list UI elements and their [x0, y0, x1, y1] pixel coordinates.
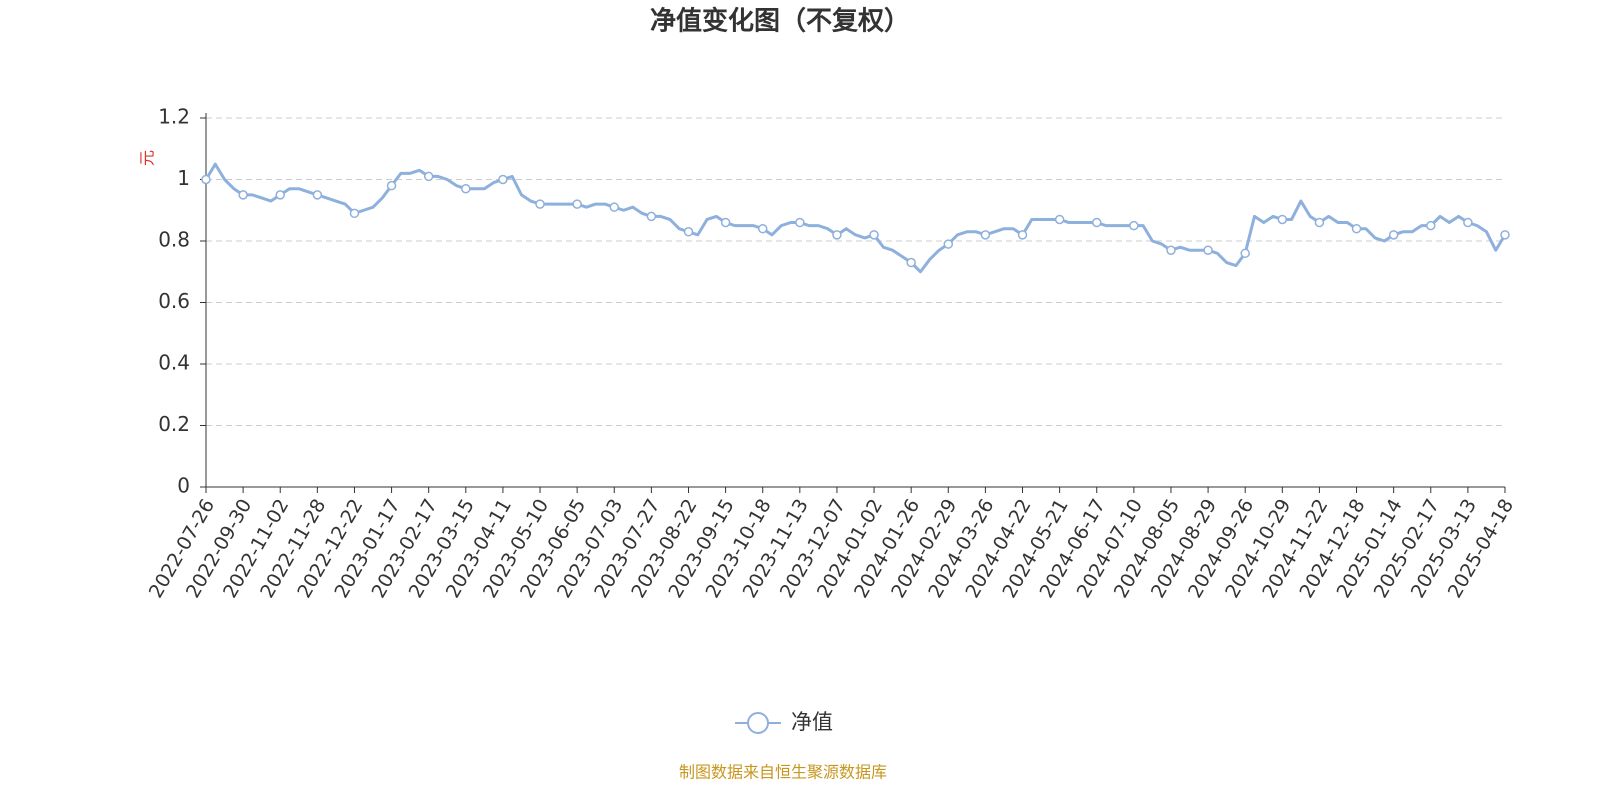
y-tick-label: 1.2 [158, 105, 190, 129]
series-line [204, 162, 1507, 274]
data-point [832, 230, 842, 240]
data-point [1240, 248, 1250, 259]
data-point [201, 174, 211, 185]
data-point [757, 223, 768, 234]
data-point [1314, 217, 1325, 228]
y-tick-label: 0.8 [158, 228, 190, 252]
data-point [572, 199, 582, 209]
legend-symbol [747, 712, 769, 734]
data-point [1463, 217, 1473, 228]
data-point [1166, 245, 1176, 255]
data-point [1129, 220, 1139, 231]
y-tick-label: 0.4 [158, 351, 190, 375]
data-point [683, 227, 694, 237]
legend-label: 净值 [791, 710, 833, 734]
y-tick-label: 1 [177, 166, 190, 190]
data-point [980, 230, 991, 240]
y-axis-label: 元 [138, 150, 157, 166]
data-point [906, 257, 916, 268]
data-point [535, 199, 545, 209]
data-point [869, 230, 879, 240]
data-point [461, 183, 471, 194]
data-point [646, 211, 657, 222]
data-point [1017, 230, 1028, 240]
data-point [349, 208, 360, 219]
data-point [943, 239, 954, 249]
data-point [312, 190, 323, 200]
data-point [386, 180, 397, 191]
y-tick-label: 0.6 [158, 289, 190, 313]
data-point [795, 217, 805, 228]
data-point [1203, 245, 1213, 255]
y-tick-label: 0 [177, 474, 190, 498]
data-point [238, 190, 248, 200]
source-note: 制图数据来自恒生聚源数据库 [679, 763, 887, 782]
data-point [1426, 220, 1436, 231]
y-tick-label: 0.2 [158, 412, 190, 436]
data-point [1388, 230, 1399, 240]
chart-title: 净值变化图（不复权） [650, 6, 910, 37]
data-point [275, 190, 285, 200]
data-point [1500, 230, 1510, 240]
data-point [1277, 214, 1288, 225]
data-point [1351, 223, 1362, 234]
data-point [1091, 217, 1102, 228]
data-point [1054, 214, 1065, 225]
data-point [720, 217, 731, 228]
data-point [423, 171, 434, 182]
data-point [498, 174, 508, 185]
data-point [609, 202, 620, 212]
